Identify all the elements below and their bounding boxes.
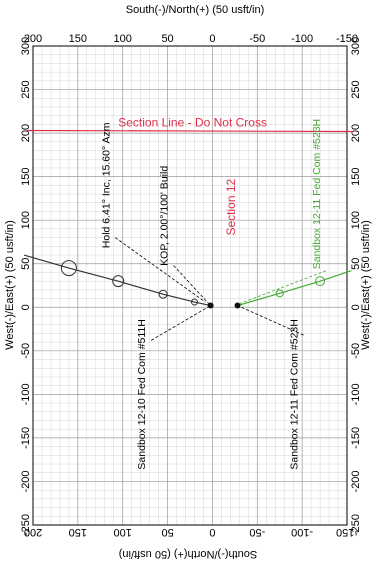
annotation-label: Sandbox 12-10 Fed Com #511H (136, 319, 148, 469)
tick-label-left: 50 (20, 258, 32, 270)
tick-labels: 200 200 150 150 100 100 50 50 0 0 -50 -50 -100 -100 -1… (20, 33, 362, 538)
surface-location (207, 302, 214, 309)
tick-label-bottom: 100 (114, 526, 132, 538)
plot-frame (32, 45, 348, 526)
tick-label-left: -200 (20, 470, 32, 492)
axis-title-bottom: South(-)/North(+) (50 usft/in) (119, 548, 257, 560)
annotation-label: KOP, 2.00°/100' Build (159, 166, 171, 266)
leader-line (150, 305, 211, 341)
section-label: Section 12 (224, 178, 238, 235)
well-marker (190, 298, 198, 306)
tick-label-bottom: 200 (24, 526, 42, 538)
tick-label-right: 200 (350, 124, 362, 142)
tick-label-top: 100 (114, 33, 132, 45)
tick-label-bottom: 150 (69, 526, 87, 538)
tick-label-left: 300 (20, 37, 32, 55)
tick-label-right: 150 (350, 167, 362, 185)
annotation-label: Sandbox 12-11 Fed Com #523H (311, 119, 323, 269)
tick-label-right: -50 (350, 343, 362, 359)
leader-line (239, 270, 327, 305)
tick-label-top: -100 (291, 33, 313, 45)
tick-label-top: -150 (336, 33, 358, 45)
grid-minor (33, 46, 347, 525)
axis-title-right: West(-)/East(+) (50 usft/in) (360, 220, 372, 350)
tick-label-left: 200 (20, 124, 32, 142)
tick-label-bottom: 0 (209, 526, 215, 538)
leader-line (237, 305, 304, 336)
tick-label-top: 200 (24, 33, 42, 45)
tick-label-left: 250 (20, 80, 32, 98)
axis-title-left: West(-)/East(+) (50 usft/in) (4, 220, 16, 350)
well-marker (112, 275, 125, 288)
section-line (26, 129, 354, 133)
tick-label-right: -200 (350, 470, 362, 492)
axis-title-top: South(-)/North(+) (50 usft/in) (126, 4, 264, 16)
tick-label-right: 100 (350, 211, 362, 229)
tick-label-right: 300 (350, 37, 362, 55)
tick-label-right: 0 (350, 304, 362, 310)
annotation-label: Sandbox 12-11 Fed Com #523H (289, 319, 301, 469)
tick-label-left: 150 (20, 167, 32, 185)
tick-label-bottom: -100 (291, 526, 313, 538)
tick-label-bottom: -150 (336, 526, 358, 538)
section-line-label: Section Line - Do Not Cross (118, 115, 267, 129)
tick-label-right: 50 (350, 258, 362, 270)
well-marker (158, 289, 168, 299)
tick-label-right: 250 (350, 80, 362, 98)
tick-label-left: -50 (20, 343, 32, 359)
leader-line (173, 265, 210, 305)
tick-label-left: 0 (20, 304, 32, 310)
leader-line (115, 237, 206, 303)
tick-label-top: -50 (249, 33, 265, 45)
well-marker (315, 276, 326, 287)
tick-label-left: -150 (20, 427, 32, 449)
tick-label-bottom: -50 (249, 526, 265, 538)
tick-label-left: -100 (20, 383, 32, 405)
well-marker (275, 289, 284, 298)
well-path-line (237, 270, 352, 307)
tick-label-right: -250 (350, 514, 362, 536)
tick-label-top: 0 (209, 33, 215, 45)
tick-label-right: -150 (350, 427, 362, 449)
well-marker (60, 260, 77, 277)
annotations: Hold 6.41° Inc, 15.60° Azm KOP, 2.00°/100… (100, 119, 327, 470)
tick-label-left: 100 (20, 211, 32, 229)
tick-label-right: -100 (350, 383, 362, 405)
well-paths (23, 254, 352, 309)
tick-label-left: -250 (20, 514, 32, 536)
tick-label-top: 150 (69, 33, 87, 45)
annotation-label: Hold 6.41° Inc, 15.60° Azm (100, 122, 112, 248)
tick-label-top: 50 (161, 33, 173, 45)
tick-label-bottom: 50 (161, 526, 173, 538)
